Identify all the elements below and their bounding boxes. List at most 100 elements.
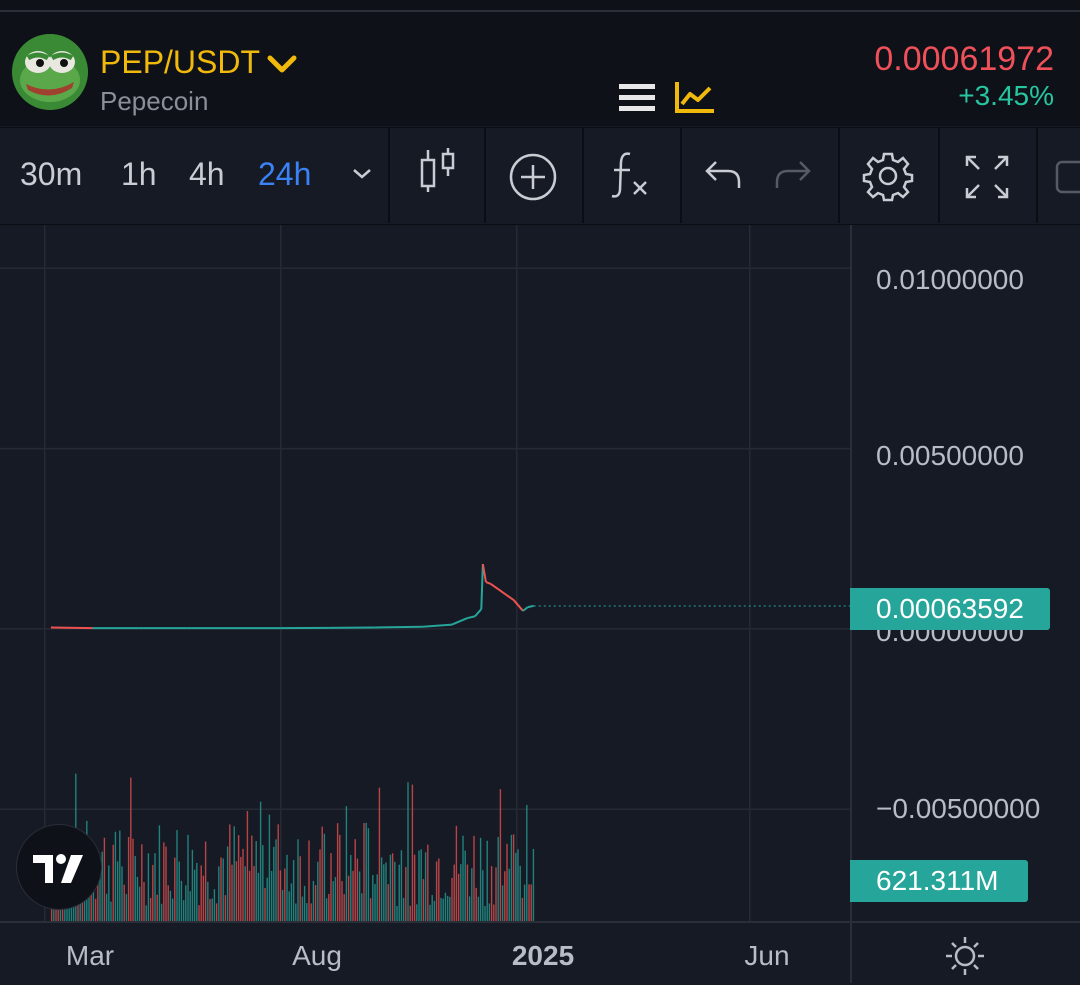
volume-bar	[489, 903, 490, 921]
price-segment	[475, 609, 481, 616]
coin-name: Pepecoin	[100, 86, 208, 117]
volume-bar	[449, 897, 450, 921]
volume-bar	[278, 824, 279, 921]
settings-icon[interactable]	[862, 150, 914, 202]
volume-bar	[280, 870, 281, 921]
volume-bar	[275, 839, 276, 921]
volume-bar	[251, 836, 252, 921]
undo-icon[interactable]	[704, 156, 742, 190]
timeframe-4h[interactable]: 4h	[189, 156, 225, 193]
tradingview-logo-icon	[17, 825, 101, 909]
timeframe-24h[interactable]: 24h	[258, 156, 311, 193]
volume-bar	[385, 863, 386, 921]
volume-bar	[478, 897, 479, 921]
volume-bar	[124, 885, 125, 921]
volume-bar	[113, 845, 114, 921]
chart-trend-icon[interactable]	[674, 80, 716, 114]
volume-bar	[304, 886, 305, 921]
volume-bar	[317, 862, 318, 921]
volume-bar	[209, 899, 210, 921]
volume-bar	[388, 884, 389, 921]
volume-bar	[190, 891, 191, 921]
tradingview-logo[interactable]	[16, 824, 102, 910]
volume-bar	[203, 876, 204, 921]
volume-bar	[394, 862, 395, 921]
volume-bar	[379, 788, 380, 921]
x-tick-label: 2025	[512, 940, 574, 972]
volume-bar	[495, 867, 496, 921]
volume-bar	[465, 851, 466, 921]
timeframe-30m[interactable]: 30m	[20, 156, 82, 193]
volume-bar	[522, 898, 523, 921]
volume-bar	[185, 885, 186, 921]
timeframe-dropdown-icon[interactable]	[350, 164, 374, 182]
volume-bar	[377, 874, 378, 921]
volume-bar	[370, 898, 371, 921]
chevron-down-icon[interactable]	[266, 52, 298, 76]
volume-bar	[302, 897, 303, 921]
volume-bar	[383, 864, 384, 921]
volume-bar	[328, 894, 329, 921]
indicator-fx-icon[interactable]	[608, 150, 654, 200]
volume-bar	[447, 896, 448, 921]
price-segment	[51, 627, 93, 628]
volume-bar	[117, 861, 118, 921]
last-price: 0.00061972	[874, 40, 1054, 79]
volume-bar	[322, 827, 323, 921]
volume-bar	[392, 853, 393, 921]
volume-bar	[141, 844, 142, 921]
volume-bar	[201, 865, 202, 921]
volume-bar	[368, 828, 369, 921]
volume-bar	[130, 778, 131, 921]
trading-pair-title[interactable]: PEP/USDT	[100, 44, 260, 81]
volume-bar	[467, 865, 468, 921]
price-segment	[375, 627, 423, 628]
volume-bar	[148, 853, 149, 921]
volume-bar	[293, 860, 294, 921]
y-tick-label: 0.01000000	[876, 264, 1024, 296]
x-tick-label: Jun	[744, 940, 789, 972]
volume-bar	[401, 850, 402, 921]
camera-icon[interactable]	[1054, 156, 1080, 196]
menu-icon[interactable]	[618, 82, 656, 114]
add-icon[interactable]	[508, 152, 558, 202]
toolbar-divider	[838, 127, 840, 223]
volume-bar	[163, 842, 164, 921]
volume-bar	[154, 853, 155, 921]
volume-bar	[436, 861, 437, 921]
volume-bar	[284, 868, 285, 921]
volume-bar	[520, 866, 521, 921]
volume-bar	[216, 903, 217, 921]
volume-bar	[271, 871, 272, 921]
volume-bar	[407, 782, 408, 921]
volume-bar	[458, 874, 459, 921]
volume-bar	[159, 825, 160, 921]
volume-bar	[350, 855, 351, 921]
volume-bar	[104, 838, 105, 921]
price-chart[interactable]	[0, 225, 850, 921]
toolbar-divider	[1036, 127, 1038, 223]
volume-bar	[500, 789, 501, 921]
volume-bar	[240, 857, 241, 921]
volume-bar	[487, 841, 488, 921]
volume-bar	[128, 837, 129, 921]
candlestick-icon[interactable]	[418, 146, 458, 194]
volume-bar	[135, 856, 136, 921]
volume-bar	[443, 899, 444, 921]
volume-bar	[374, 884, 375, 921]
volume-bar	[434, 901, 435, 921]
redo-icon[interactable]	[774, 156, 812, 190]
volume-bar	[234, 826, 235, 921]
fullscreen-icon[interactable]	[964, 154, 1010, 200]
volume-bar	[405, 867, 406, 921]
volume-bar	[146, 905, 147, 921]
volume-bar	[423, 879, 424, 921]
volume-bar	[509, 869, 510, 921]
timeframe-1h[interactable]: 1h	[121, 156, 157, 193]
volume-bar	[473, 836, 474, 921]
volume-bar	[476, 888, 477, 921]
volume-bar	[196, 863, 197, 921]
brightness-icon[interactable]	[944, 935, 986, 977]
x-tick-label: Mar	[66, 940, 114, 972]
volume-bar	[416, 904, 417, 921]
